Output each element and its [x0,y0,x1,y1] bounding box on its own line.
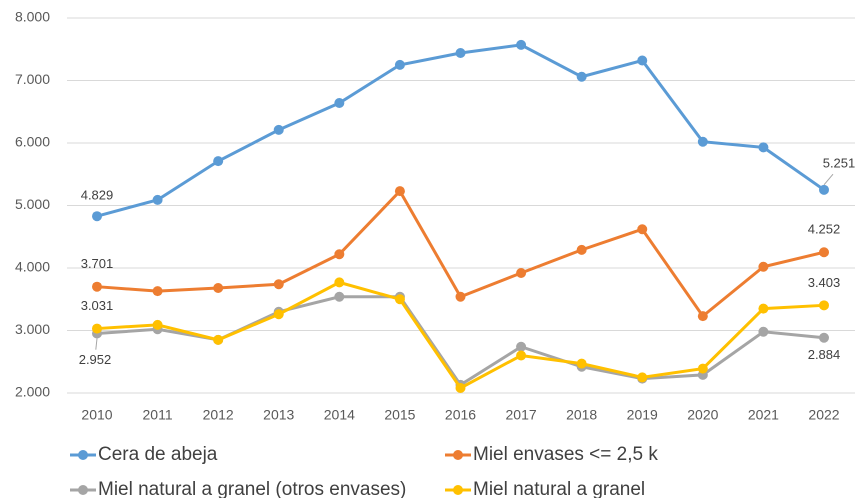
data-label: 4.252 [808,222,841,237]
x-tick-label: 2019 [627,407,658,423]
leader-line [95,338,98,350]
x-tick-label: 2010 [81,407,112,423]
data-label: 4.829 [81,188,114,203]
data-point [637,224,648,235]
data-point [697,136,708,147]
data-point [576,71,587,82]
data-point [758,142,769,153]
data-point [455,291,466,302]
legend-label: Miel natural a granel (otros envases) [98,479,406,498]
data-point [819,247,829,258]
data-point [758,261,769,272]
data-label: 2.884 [808,347,841,362]
data-point [213,156,224,167]
data-point [697,311,708,322]
legend-marker [453,450,463,460]
data-point [455,48,466,58]
data-point [576,358,587,369]
series-line [96,43,825,218]
legend-label: Miel envases <= 2,5 k [473,444,658,465]
data-point [819,332,829,343]
x-tick-label: 2018 [566,407,597,423]
data-point [334,277,345,288]
data-label: 2.952 [79,352,112,367]
data-point [334,98,345,108]
x-tick-label: 2015 [384,407,415,423]
data-label: 5.251 [823,155,856,170]
data-point [334,291,345,302]
data-point [273,309,284,320]
data-point [92,281,102,292]
data-point [213,334,224,345]
data-point [819,184,829,195]
x-tick-label: 2014 [324,407,355,423]
data-point [637,55,648,66]
y-tick-label: 3.000 [15,321,50,337]
data-point [455,383,466,393]
data-point [637,372,648,383]
x-tick-label: 2012 [203,407,234,423]
y-tick-label: 7.000 [15,71,50,87]
leader-line [823,173,834,186]
x-tick-label: 2022 [808,407,839,423]
legend-marker [78,450,88,460]
x-tick-label: 2021 [748,407,779,423]
legend-marker [453,485,463,495]
data-point [516,350,527,361]
data-point [758,326,769,337]
data-label: 3.701 [81,256,114,271]
data-point [152,319,163,330]
data-point [516,39,527,50]
data-point [394,294,405,305]
data-point [697,363,708,374]
legend-label: Cera de abeja [98,444,218,465]
data-point [516,341,527,352]
y-tick-label: 5.000 [15,196,50,212]
data-point [152,286,163,297]
y-tick-label: 8.000 [15,9,50,25]
x-tick-label: 2017 [506,407,537,423]
legend-label: Miel natural a granel [473,479,645,498]
data-point [92,323,102,334]
x-tick-label: 2016 [445,407,476,423]
data-point [819,300,829,311]
series-line [96,295,825,387]
data-point [394,186,405,197]
data-point [576,244,587,255]
y-tick-label: 4.000 [15,259,50,275]
x-tick-label: 2011 [143,407,173,423]
data-point [213,283,224,293]
legend-marker [78,485,88,495]
data-label: 3.031 [81,298,114,313]
data-point [152,194,163,205]
y-tick-label: 2.000 [15,384,50,400]
data-point [334,249,345,260]
y-tick-label: 6.000 [15,134,50,150]
x-tick-label: 2020 [687,407,718,423]
data-point [758,303,769,314]
x-tick-label: 2013 [263,407,294,423]
data-point [273,279,284,290]
data-point [394,59,405,70]
data-label: 3.403 [808,275,841,290]
data-point [92,211,102,222]
data-point [273,124,284,135]
data-point [516,268,527,278]
